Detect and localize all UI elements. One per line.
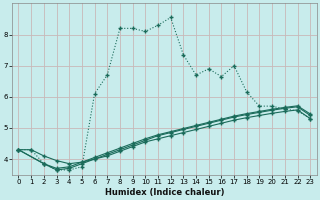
X-axis label: Humidex (Indice chaleur): Humidex (Indice chaleur) [105, 188, 224, 197]
